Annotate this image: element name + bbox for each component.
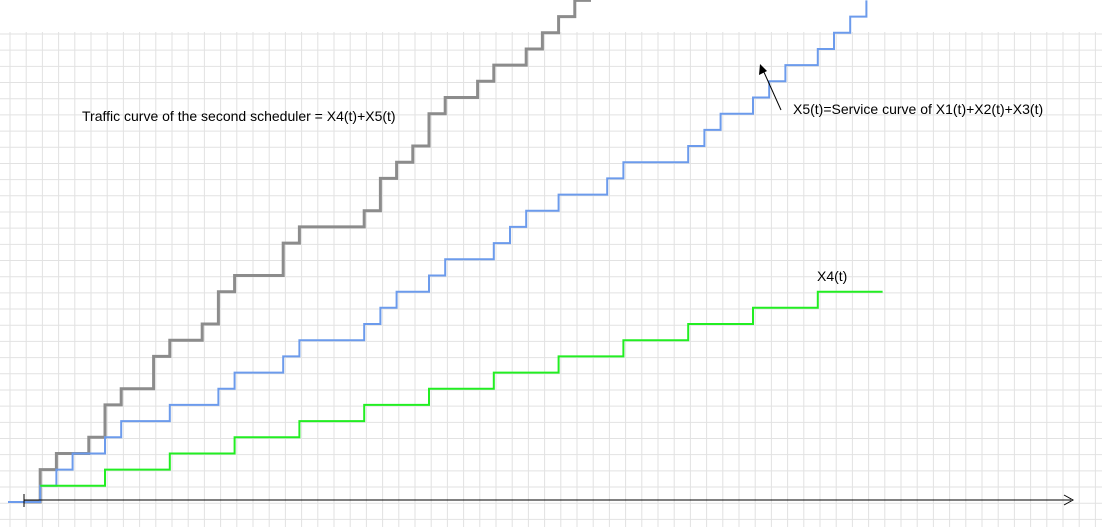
traffic-curve-line bbox=[24, 0, 591, 504]
x4-curve-line bbox=[40, 290, 883, 487]
pointer-line bbox=[762, 69, 782, 111]
x-axis-arrow-icon bbox=[1063, 494, 1075, 506]
service-curve-label: X5(t)=Service curve of X1(t)+X2(t)+X3(t) bbox=[793, 101, 1044, 117]
annotation-pointer bbox=[759, 64, 782, 111]
grid bbox=[0, 32, 1102, 527]
traffic-curve-label: Traffic curve of the second scheduler = … bbox=[82, 108, 396, 124]
pointer-arrowhead-icon bbox=[759, 64, 767, 75]
x-axis bbox=[23, 494, 1075, 507]
service-curve-line bbox=[24, 0, 868, 503]
x4-curve-label: X4(t) bbox=[817, 268, 848, 284]
series-layer bbox=[8, 0, 883, 504]
